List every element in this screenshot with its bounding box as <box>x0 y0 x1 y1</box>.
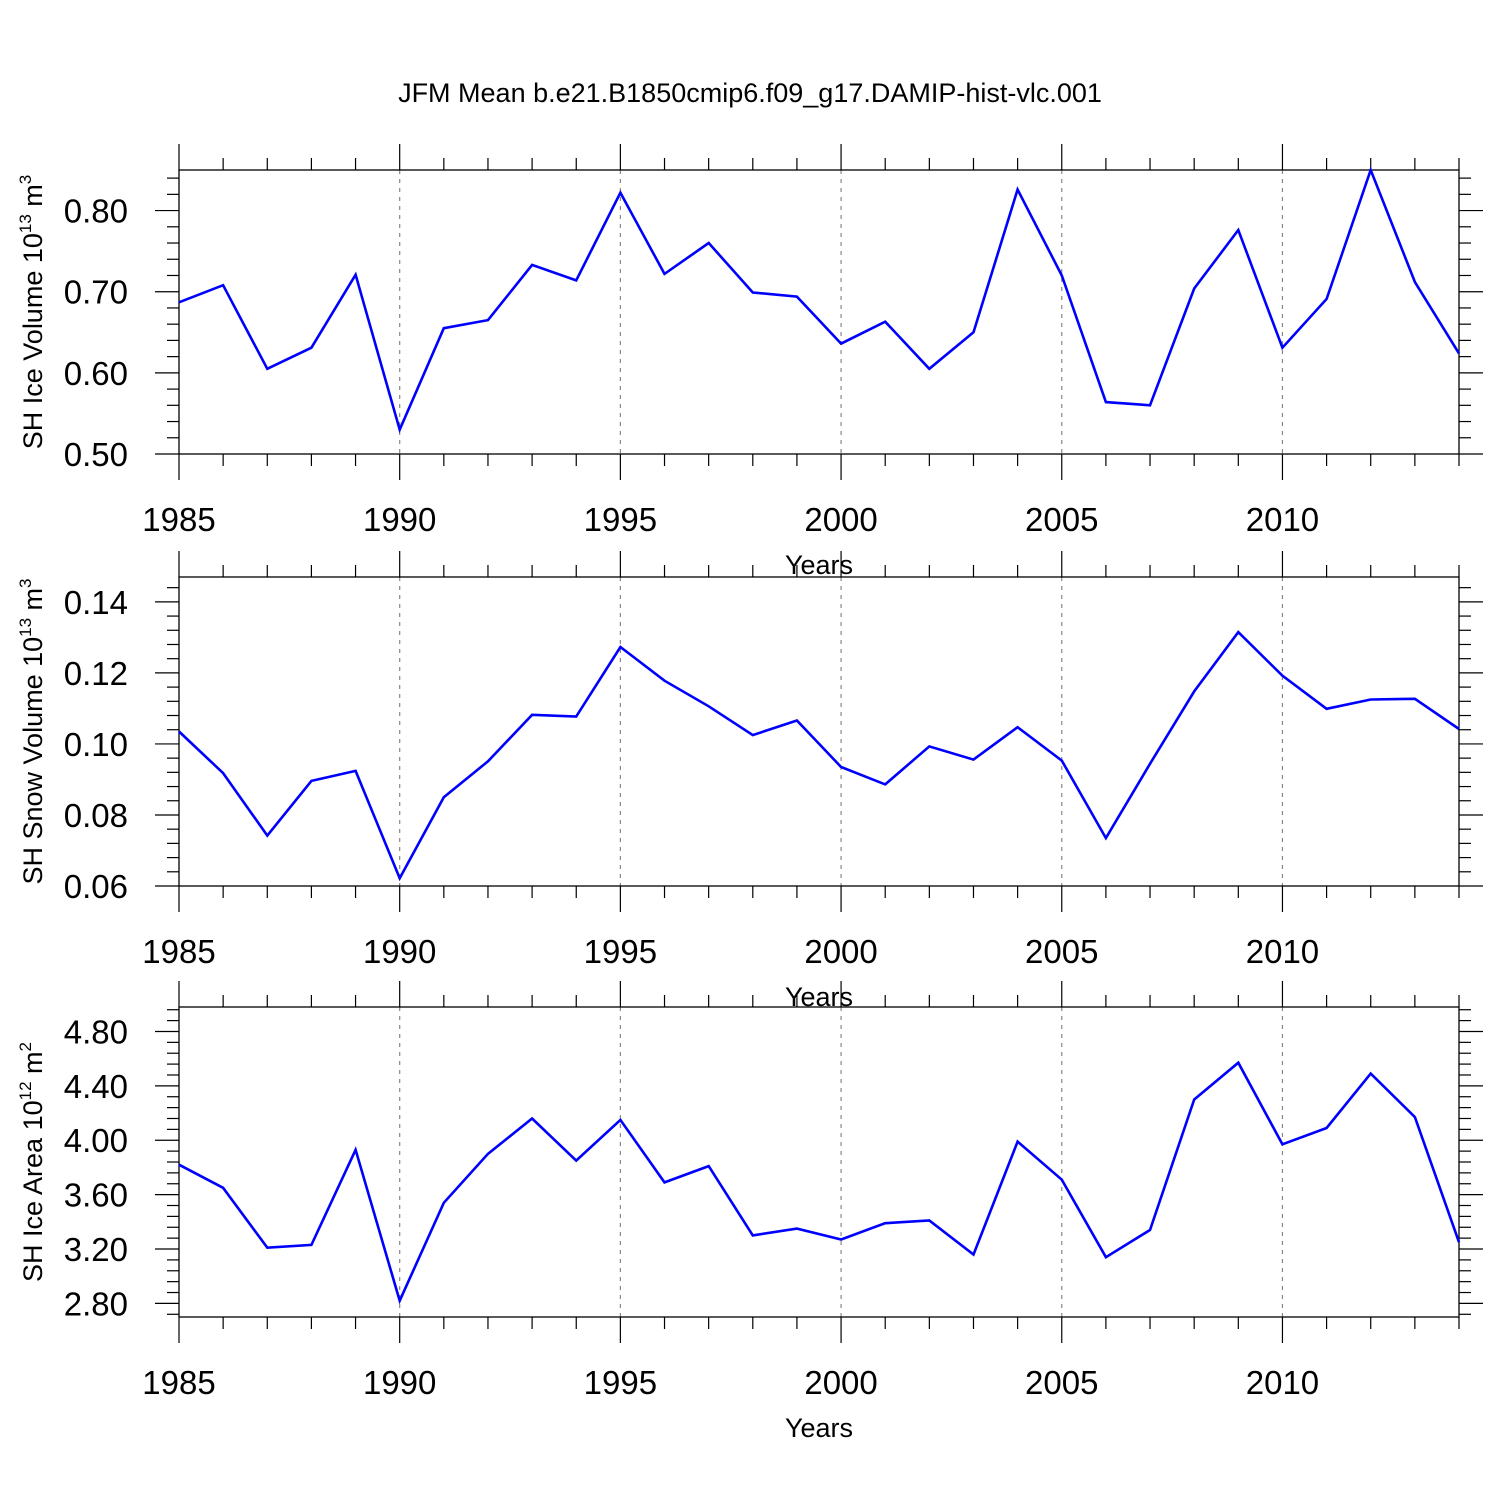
plot-frame <box>178 1006 1460 1318</box>
y-tick-label: 3.60 <box>64 1177 128 1214</box>
x-tick-label: 2005 <box>1025 1364 1098 1401</box>
x-tick-label: 2010 <box>1246 933 1319 970</box>
y-tick-label: 0.12 <box>64 655 128 692</box>
series-line <box>178 166 1461 434</box>
y-tick-label: 0.60 <box>64 355 128 392</box>
x-tick-label: 2000 <box>804 933 877 970</box>
x-tick-label: 2005 <box>1025 933 1098 970</box>
y-tick-label: 4.80 <box>64 1013 128 1050</box>
x-tick-label: 1990 <box>363 501 436 538</box>
x-tick-label: 2000 <box>804 1364 877 1401</box>
y-axis-label: SH Ice Area 1012 m2 <box>16 1042 48 1282</box>
x-tick-label: 1985 <box>142 1364 215 1401</box>
series-line <box>178 630 1460 882</box>
x-tick-label: 1990 <box>363 1364 436 1401</box>
x-axis-label: Years <box>785 1413 853 1443</box>
x-tick-label: 2010 <box>1246 501 1319 538</box>
x-tick-label: 1995 <box>584 933 657 970</box>
x-tick-label: 1995 <box>584 501 657 538</box>
series-line <box>178 1060 1461 1305</box>
x-tick-label: 2005 <box>1025 501 1098 538</box>
y-tick-label: 0.70 <box>64 274 128 311</box>
plot-frame <box>178 169 1460 455</box>
y-tick-label: 0.08 <box>64 797 128 834</box>
y-tick-label: 2.80 <box>64 1285 128 1322</box>
x-tick-label: 2000 <box>804 501 877 538</box>
x-tick-label: 1995 <box>584 1364 657 1401</box>
y-tick-label: 0.80 <box>64 193 128 230</box>
y-tick-label: 0.06 <box>64 868 128 905</box>
x-tick-label: 1985 <box>142 501 215 538</box>
panel-1: 1985 1990 1995 2000 2005 2010 0.50 0.60 0.70 0.80… <box>16 144 1483 580</box>
y-axis-label: SH Snow Volume 1013 m3 <box>16 578 48 884</box>
y-tick-label: 0.50 <box>64 436 128 473</box>
y-tick-label: 0.14 <box>64 584 128 621</box>
panel-2: 1985 1990 1995 2000 2005 2010 0.06 0.08 0.10 0.12… <box>16 551 1483 1012</box>
x-axis-label: Years <box>785 550 853 580</box>
y-tick-label: 3.20 <box>64 1231 128 1268</box>
x-tick-label: 1985 <box>142 933 215 970</box>
x-tick-label: 2010 <box>1246 1364 1319 1401</box>
panel-3: 1985 1990 1995 2000 2005 2010 2.80 3.20 3.60 4.00… <box>16 981 1483 1443</box>
figure-title: JFM Mean b.e21.B1850cmip6.f09_g17.DAMIP-… <box>398 78 1102 108</box>
plot-frame <box>178 576 1460 887</box>
y-tick-label: 4.00 <box>64 1122 128 1159</box>
x-tick-label: 1990 <box>363 933 436 970</box>
y-tick-label: 4.40 <box>64 1068 128 1105</box>
y-axis-label: SH Ice Volume 1013 m3 <box>16 175 48 450</box>
y-tick-label: 0.10 <box>64 726 128 763</box>
